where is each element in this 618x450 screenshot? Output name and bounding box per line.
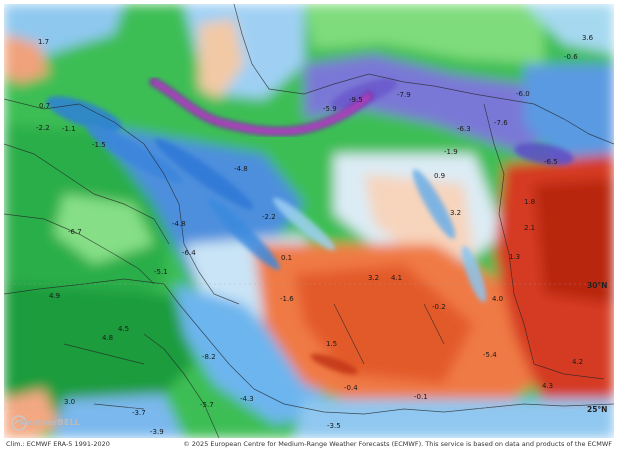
- value-label: 4.8: [102, 334, 113, 342]
- value-label: -0.2: [432, 303, 446, 311]
- value-label: 4.3: [542, 382, 553, 390]
- value-label: -1.9: [444, 148, 458, 156]
- footer: Clim.: ECMWF ERA-5 1991-2020 © 2025 Euro…: [4, 438, 614, 450]
- value-label: -6.3: [457, 125, 471, 133]
- value-label: -6.4: [182, 249, 196, 257]
- terrain-noise: [46, 78, 574, 375]
- temperature-anomaly-map: 1.7 3.6 -0.6 0.7 -2.2 -1.1 -1.5 -5.9 -9.…: [4, 4, 614, 438]
- value-labels: 1.7 3.6 -0.6 0.7 -2.2 -1.1 -1.5 -5.9 -9.…: [36, 34, 594, 436]
- value-label: 1.3: [509, 253, 520, 261]
- value-label: -3.5: [327, 422, 341, 430]
- value-label: 3.0: [64, 398, 75, 406]
- climatology-credit: Clim.: ECMWF ERA-5 1991-2020: [6, 440, 110, 448]
- value-label: 2.1: [524, 224, 535, 232]
- value-label: 3.6: [582, 34, 594, 42]
- value-label: -2.2: [262, 213, 276, 221]
- value-label: -1.5: [92, 141, 106, 149]
- value-label: 1.8: [524, 198, 535, 206]
- value-label: -0.4: [344, 384, 358, 392]
- value-label: -0.6: [564, 53, 578, 61]
- value-label: 1.7: [38, 38, 49, 46]
- value-label: 4.9: [49, 292, 60, 300]
- value-label: -0.1: [414, 393, 428, 401]
- value-label: 3.2: [450, 209, 461, 217]
- value-label: -1.1: [62, 125, 76, 133]
- latitude-label-30n: 30°N: [587, 281, 607, 290]
- watermark-text: WeatherBELL: [18, 418, 81, 427]
- value-label: 4.2: [572, 358, 583, 366]
- value-label: 0.9: [434, 172, 445, 180]
- value-label: -7.6: [494, 119, 508, 127]
- value-label: 3.2: [368, 274, 379, 282]
- value-label: 4.0: [492, 295, 503, 303]
- value-label: -5.1: [154, 268, 168, 276]
- value-label: -9.5: [349, 96, 363, 104]
- graticule: [4, 283, 614, 409]
- value-label: 4.1: [391, 274, 402, 282]
- cold-streak: [149, 77, 374, 137]
- value-label: -7.9: [397, 91, 411, 99]
- value-label: -8.2: [202, 353, 216, 361]
- value-label: 1.5: [326, 340, 337, 348]
- value-label: -6.0: [516, 90, 530, 98]
- value-label: -5.7: [200, 401, 214, 409]
- latitude-label-25n: 25°N: [587, 405, 607, 414]
- value-label: -4.8: [234, 165, 248, 173]
- weatherbell-logo: [11, 415, 27, 431]
- value-label: 0.7: [39, 102, 50, 110]
- value-label: -3.7: [132, 409, 146, 417]
- value-label: 4.5: [118, 325, 129, 333]
- borders: [4, 4, 614, 438]
- value-label: -6.5: [544, 158, 558, 166]
- value-label: -3.9: [150, 428, 164, 436]
- value-label: -6.7: [68, 228, 82, 236]
- value-label: -4.3: [240, 395, 254, 403]
- latitude-labels: 25°N 30°N: [587, 281, 607, 414]
- value-label: 0.1: [281, 254, 292, 262]
- value-label: -1.6: [280, 295, 294, 303]
- value-label: -5.4: [483, 351, 497, 359]
- value-label: -4.8: [172, 220, 186, 228]
- value-label: -2.2: [36, 124, 50, 132]
- copyright-credit: © 2025 European Centre for Medium-Range …: [183, 440, 612, 448]
- value-label: -5.9: [323, 105, 337, 113]
